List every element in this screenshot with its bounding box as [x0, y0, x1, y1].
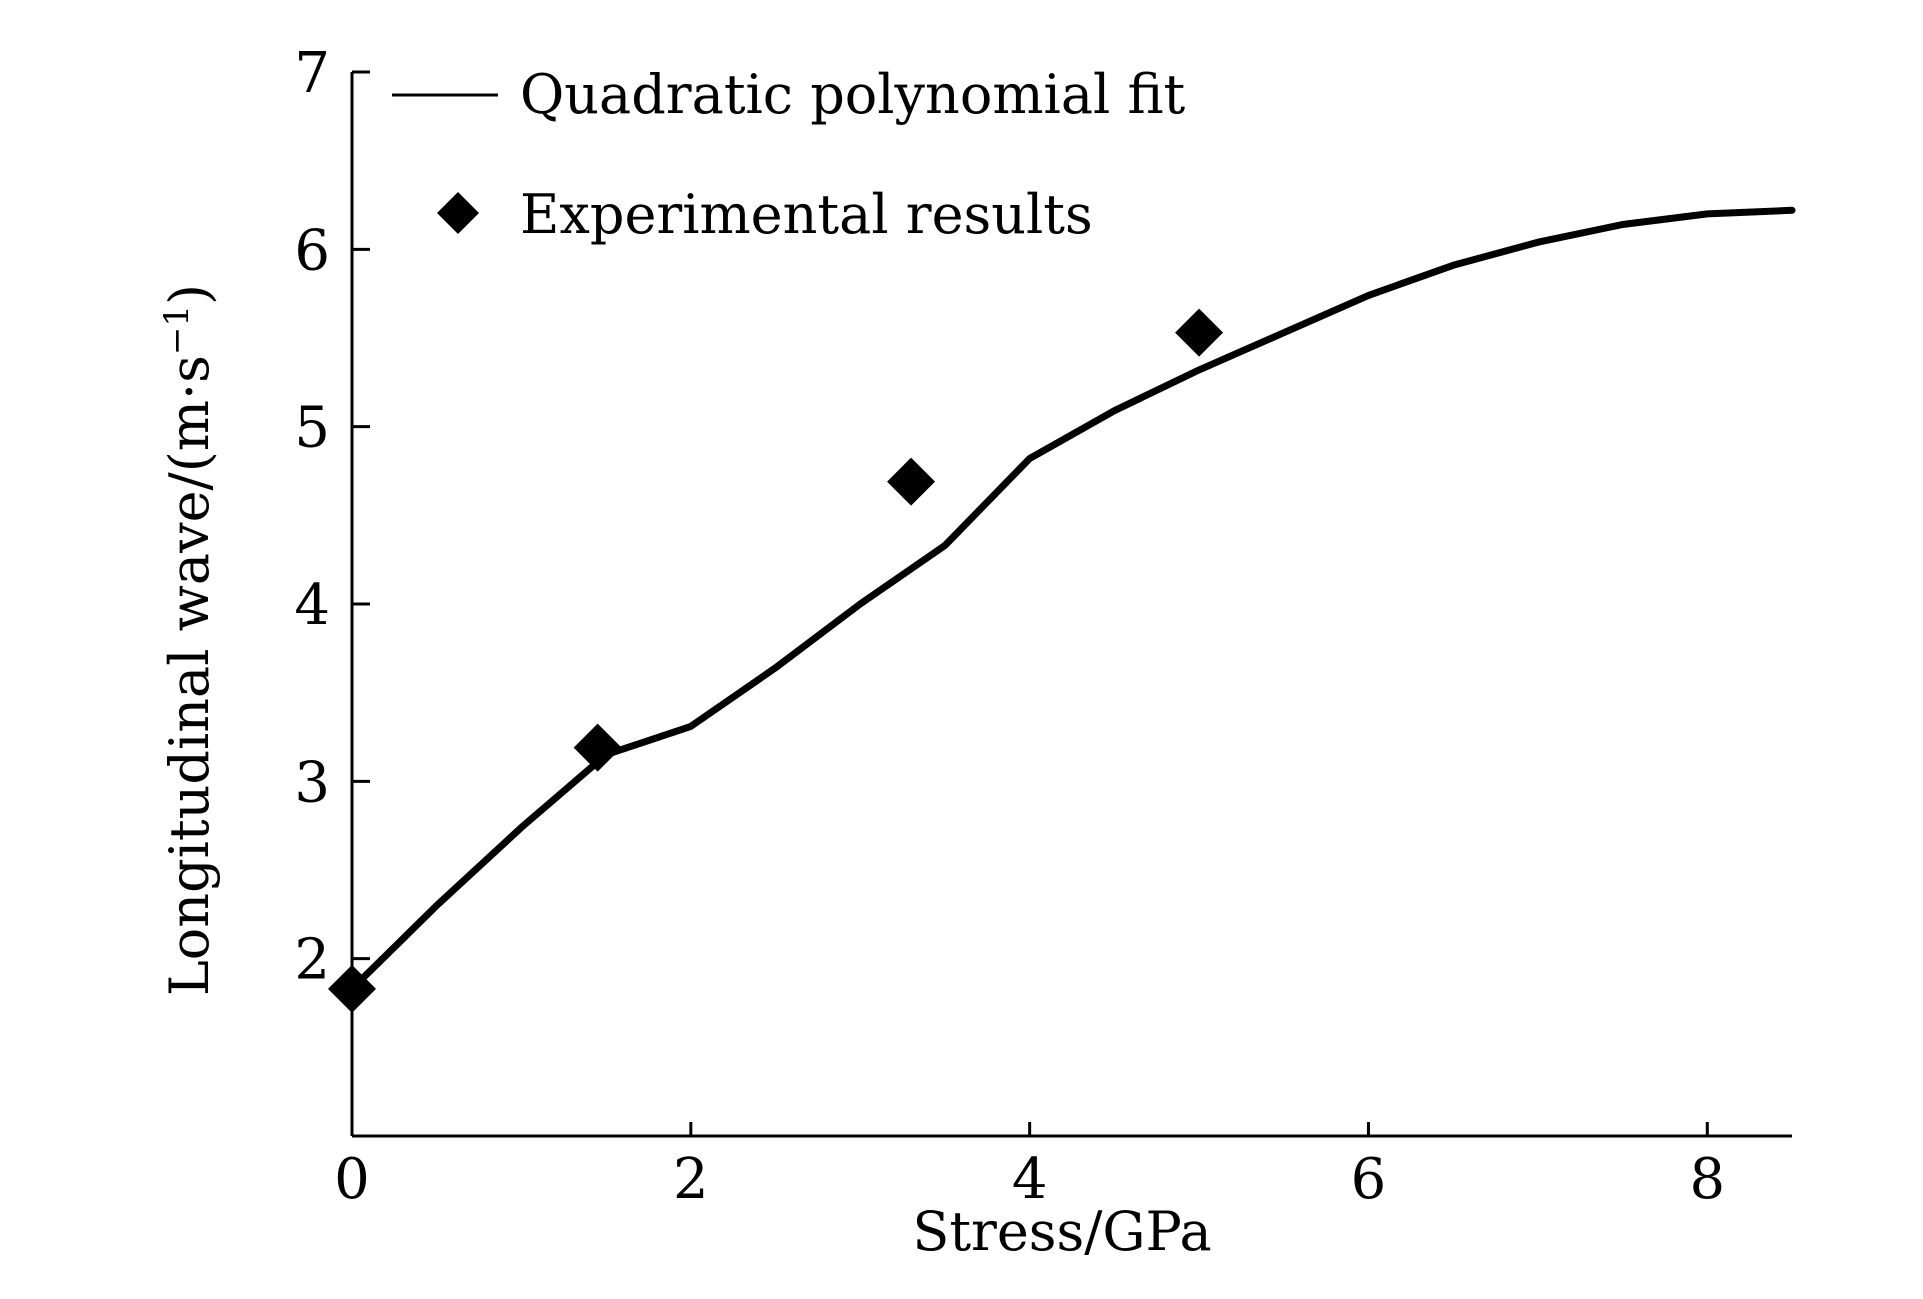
y-tick-label: 2	[294, 928, 330, 993]
data-point-marker	[573, 723, 622, 772]
y-axis-title: Longitudinal wave/(m·s−1)	[157, 284, 221, 996]
data-point-marker	[1175, 308, 1224, 357]
legend-label-fit: Quadratic polynomial fit	[520, 63, 1185, 126]
x-tick-label: 0	[334, 1147, 370, 1212]
x-tick-label: 4	[1012, 1147, 1048, 1212]
y-axis-title-main: Longitudinal wave/(m·s	[158, 355, 221, 996]
y-tick-label: 4	[294, 573, 330, 638]
y-tick-label: 7	[294, 41, 330, 106]
data-point-marker	[887, 457, 936, 506]
y-tick-label: 5	[294, 396, 330, 461]
plot-area	[328, 206, 1796, 1013]
series-line-quadratic-fit	[348, 206, 1796, 993]
x-axis-title: Stress/GPa	[912, 1200, 1211, 1263]
axes: 0 2 4 6 8 2 3 4 5 6 7	[294, 41, 1792, 1212]
y-tick-label: 3	[294, 750, 330, 815]
x-tick-label: 2	[673, 1147, 709, 1212]
legend: Quadratic polynomial fit Experimental res…	[392, 63, 1185, 246]
y-axis-title-superscript: −1	[157, 305, 197, 355]
legend-label-experimental: Experimental results	[520, 183, 1093, 246]
x-tick-label: 6	[1351, 1147, 1387, 1212]
y-axis-title-close: )	[158, 284, 221, 305]
x-tick-label: 8	[1689, 1147, 1725, 1212]
legend-marker-swatch	[437, 192, 479, 234]
y-tick-label: 6	[294, 218, 330, 283]
